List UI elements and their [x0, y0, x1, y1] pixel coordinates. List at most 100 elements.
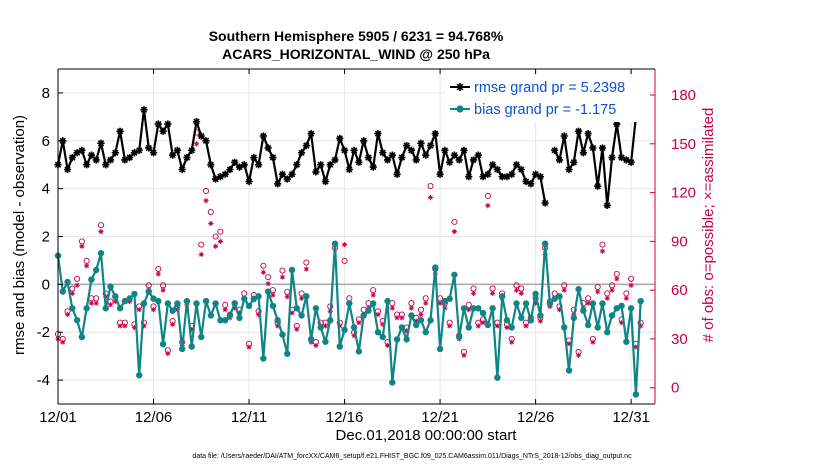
- bias-point-72: [398, 324, 406, 331]
- rmse-point-1-10: [598, 144, 607, 152]
- obs-assimilated-point-73: [404, 328, 410, 334]
- obs-possible-point-78: [427, 183, 434, 190]
- rmse-point-0-10: [102, 161, 110, 169]
- obs-assimilated-point-50: [294, 326, 300, 332]
- obs-assimilated-point-38: [236, 310, 243, 316]
- x-tick-label-5: 12/26: [517, 409, 555, 426]
- bias-point-38: [236, 314, 243, 322]
- obs-assimilated-point-96: [513, 287, 520, 293]
- rmse-point-0-92: [493, 165, 501, 174]
- rmse-point-0-28: [188, 146, 196, 154]
- rmse-point-0-42: [254, 161, 263, 169]
- obs-assimilated-point-122: [638, 323, 644, 329]
- rmse-point-0-55: [317, 161, 325, 169]
- bias-point-35: [221, 317, 229, 324]
- bias-point-60: [341, 326, 348, 334]
- rmse-point-0-62: [350, 146, 358, 154]
- bias-point-92: [494, 374, 501, 381]
- bias-point-77: [422, 329, 429, 336]
- bias-point-69: [384, 297, 391, 305]
- rmse-point-0-4: [73, 149, 81, 157]
- right-tick-label-3: 90: [671, 233, 688, 250]
- rmse-point-1-9: [594, 182, 602, 190]
- bias-point-96: [513, 300, 520, 307]
- x-tick-label-6: 12/31: [612, 409, 650, 426]
- obs-assimilated-point-14: [122, 323, 128, 329]
- bias-point-34: [217, 317, 224, 324]
- bias-point-48: [284, 350, 291, 357]
- obs-assimilated-point-46: [275, 323, 281, 329]
- rmse-point-0-15: [126, 153, 134, 162]
- rmse-point-0-95: [508, 170, 516, 178]
- bias-point-67: [374, 329, 382, 336]
- obs-assimilated-point-87: [470, 290, 477, 297]
- rmse-point-0-17: [135, 146, 143, 154]
- bias-point-4: [73, 317, 81, 324]
- obs-possible-point-34: [217, 228, 224, 235]
- bias-series: [54, 240, 644, 398]
- obs-assimilated-point-49: [289, 310, 295, 316]
- obs-assimilated-point-120: [628, 282, 634, 288]
- bias-point-59: [336, 343, 343, 350]
- bias-point-82: [446, 295, 453, 302]
- rmse-point-0-73: [403, 141, 411, 150]
- bias-point-36: [226, 312, 234, 319]
- rmse-point-0-57: [326, 161, 334, 169]
- rmse-point-0-65: [364, 153, 373, 162]
- rmse-point-0-58: [331, 156, 339, 164]
- bias-point-39: [241, 295, 248, 302]
- obs-assimilated-point-48: [284, 294, 290, 300]
- bias-point-51: [298, 312, 305, 319]
- rmse-point-0-27: [183, 153, 191, 162]
- obs-assimilated-point-37: [232, 305, 238, 311]
- bias-point-45: [269, 302, 277, 310]
- obs-assimilated-point-4: [74, 282, 80, 288]
- x-axis-ticks: 12/01 12/06 12/11 12/16 12/21 12/26 12/31: [39, 69, 650, 426]
- obs-assimilated-point-62: [351, 333, 357, 339]
- bias-point-120: [627, 305, 635, 312]
- rmse-point-0-66: [369, 163, 377, 171]
- rmse-point-1-15: [622, 156, 630, 164]
- obs-assimilated-point-2: [64, 311, 71, 318]
- legend-rmse-asterisk: [456, 83, 464, 91]
- rmse-point-0-53: [307, 130, 315, 138]
- rmse-point-0-87: [469, 156, 478, 164]
- obs-assimilated-point-115: [604, 295, 610, 301]
- rmse-point-0-20: [149, 149, 158, 157]
- bias-point-114: [599, 300, 606, 307]
- obs-possible-point-30: [198, 241, 205, 248]
- bias-point-89: [479, 309, 487, 317]
- right-tick-label-5: 150: [671, 136, 696, 153]
- obs-assimilated-point-45: [270, 292, 276, 298]
- obs-assimilated-point-116: [609, 287, 615, 293]
- rmse-point-0-59: [336, 134, 344, 142]
- rmse-point-0-93: [498, 173, 506, 181]
- bias-point-78: [427, 317, 434, 324]
- bias-point-83: [451, 271, 458, 278]
- rmse-point-0-75: [412, 156, 420, 164]
- obs-assimilated-point-119: [623, 295, 629, 301]
- bias-point-122: [637, 297, 644, 305]
- bias-point-106: [561, 324, 568, 331]
- obs-possible-point-60: [341, 257, 348, 264]
- bias-point-18: [140, 300, 148, 307]
- bias-point-61: [346, 300, 353, 307]
- rmse-point-0-47: [278, 170, 287, 178]
- obs-assimilated-point-30: [198, 251, 204, 257]
- obs-assimilated-point-107: [566, 341, 572, 347]
- bias-point-107: [565, 367, 573, 374]
- obs-possible-point-31: [203, 187, 210, 195]
- obs-assimilated-point-23: [165, 350, 171, 357]
- rmse-point-1-1: [555, 156, 564, 164]
- bias-point-109: [575, 285, 582, 293]
- obs-assimilated-point-20: [150, 307, 157, 313]
- rmse-point-0-12: [111, 149, 119, 157]
- bias-point-111: [584, 321, 592, 329]
- rmse-point-0-14: [121, 156, 129, 164]
- bias-point-25: [174, 300, 181, 307]
- bias-point-3: [69, 305, 76, 312]
- bias-point-53: [307, 336, 315, 343]
- obs-assimilated-point-56: [322, 323, 329, 329]
- bias-point-108: [570, 314, 578, 322]
